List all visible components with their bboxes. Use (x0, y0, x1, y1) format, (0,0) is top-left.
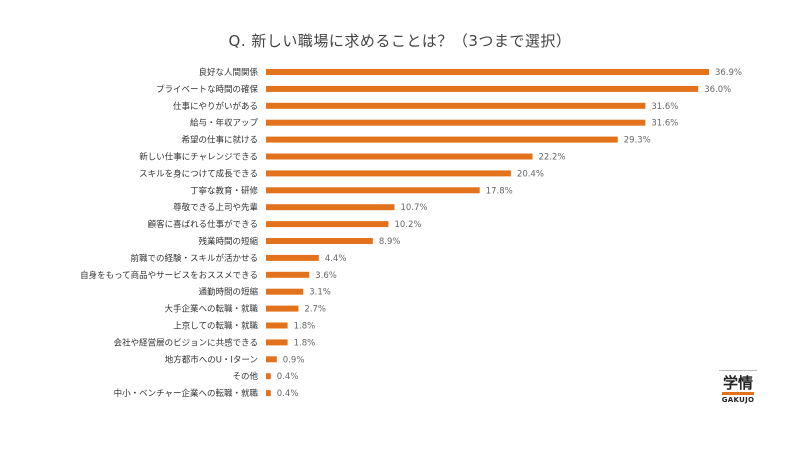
logo-sub: GAKUJO (721, 396, 755, 404)
logo-top-rule (719, 370, 757, 374)
bar (266, 390, 271, 397)
value-label: 36.0% (704, 85, 731, 95)
bar (266, 153, 533, 160)
chart-title: Q. 新しい職場に求めることは？（3つまで選択） (228, 32, 572, 50)
category-label: 給与・年収アップ (190, 118, 259, 129)
value-label: 20.4% (517, 169, 544, 179)
value-label: 31.6% (651, 119, 678, 129)
category-label: 地方都市へのU・Iターン (165, 354, 258, 365)
bar (266, 271, 310, 278)
value-label: 17.8% (486, 186, 513, 196)
value-label: 22.2% (539, 153, 566, 163)
value-label: 3.6% (315, 271, 337, 281)
logo-accent-bar (722, 392, 754, 395)
category-label: 仕事にやりがいがある (173, 101, 258, 112)
gakujo-logo: 学情 GAKUJO (719, 370, 757, 410)
value-label: 10.2% (394, 220, 421, 230)
category-label: その他 (232, 371, 258, 382)
category-label: 尊敬できる上司や先輩 (173, 202, 258, 213)
bar (266, 339, 288, 346)
category-label: 丁寧な教育・研修 (190, 185, 259, 196)
value-label: 0.9% (283, 355, 305, 365)
bar (266, 136, 618, 143)
bar (266, 305, 299, 312)
category-label: 自身をもって商品やサービスをおススメできる (80, 270, 258, 281)
value-label: 1.8% (294, 322, 316, 332)
bar (266, 187, 480, 194)
category-label: 前職での経験・スキルが活かせる (130, 253, 258, 264)
category-label: 通勤時間の短縮 (198, 287, 258, 298)
bar (266, 356, 277, 363)
bar (266, 288, 304, 295)
bar (266, 102, 646, 109)
bar (266, 170, 511, 177)
bar (266, 119, 646, 126)
value-label: 2.7% (304, 305, 326, 315)
bar (266, 221, 389, 228)
value-label: 8.9% (379, 237, 401, 247)
value-label: 3.1% (309, 288, 331, 298)
bar (266, 69, 709, 75)
bar (266, 373, 271, 380)
category-label: 希望の仕事に就ける (181, 135, 258, 146)
value-label: 36.9% (715, 68, 742, 78)
category-label: 大手企業への転職・就職 (164, 304, 258, 315)
logo-mark: 学情 (722, 374, 753, 392)
bar (266, 254, 319, 261)
category-label: スキルを身につけて成長できる (139, 168, 258, 179)
value-label: 29.3% (624, 136, 651, 146)
category-label: 良好な人間関係 (198, 67, 258, 78)
category-label: 会社や経営層のビジョンに共感できる (114, 337, 258, 348)
bar (266, 204, 395, 211)
category-label: 中小・ベンチャー企業への転職・就職 (114, 388, 259, 399)
value-label: 0.4% (277, 389, 299, 399)
value-label: 31.6% (651, 102, 678, 112)
category-label: 顧客に喜ばれる仕事ができる (148, 219, 258, 230)
bar (266, 238, 373, 244)
bar (266, 85, 699, 92)
category-label: プライベートな時間の確保 (156, 84, 259, 95)
value-label: 10.7% (400, 203, 427, 213)
bar (266, 322, 288, 329)
value-label: 1.8% (294, 338, 316, 348)
category-label: 上京しての転職・就職 (173, 321, 258, 332)
value-label: 0.4% (277, 372, 299, 382)
value-label: 4.4% (325, 254, 347, 264)
category-label: 残業時間の短縮 (198, 236, 258, 247)
category-label: 新しい仕事にチャレンジできる (139, 152, 258, 163)
